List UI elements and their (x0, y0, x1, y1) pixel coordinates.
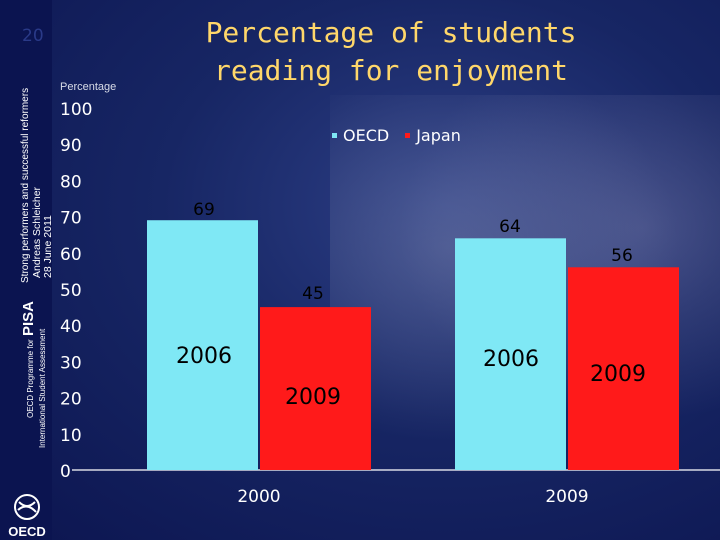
data-label: 64 (499, 217, 521, 237)
bar-japan-2009 (568, 267, 679, 470)
bar-japan-2000 (260, 307, 371, 470)
y-tick-label: 100 (60, 100, 92, 120)
title-line-1: Percentage of students (205, 16, 577, 49)
data-label: 45 (302, 284, 324, 304)
y-tick-label: 90 (60, 136, 82, 156)
legend-swatch-oecd (332, 133, 337, 138)
bar-annotation: 2009 (285, 385, 341, 410)
y-tick-label: 40 (60, 317, 82, 337)
bar-annotation: 2009 (590, 362, 646, 387)
data-label: 69 (193, 200, 215, 220)
y-tick-label: 0 (60, 462, 71, 482)
y-tick-label: 50 (60, 281, 82, 301)
bar-annotation: 2006 (483, 347, 539, 372)
bar-annotation: 2006 (176, 344, 232, 369)
y-tick-label: 80 (60, 172, 82, 192)
legend-swatch-japan (405, 133, 411, 138)
data-label: 56 (611, 246, 633, 266)
legend-item-oecd: OECD (332, 126, 389, 145)
chart-legend: OECD Japan (332, 126, 461, 145)
y-tick-label: 30 (60, 353, 82, 373)
logo-text: OECD (8, 524, 46, 539)
legend-item-japan: Japan (405, 126, 461, 145)
y-axis-label: Percentage (60, 81, 117, 93)
bar-oecd-2000 (147, 220, 258, 470)
y-tick-label: 10 (60, 426, 82, 446)
page-title: Percentage of students reading for enjoy… (196, 14, 586, 90)
legend-label-japan: Japan (416, 126, 461, 145)
legend-label-oecd: OECD (343, 126, 390, 145)
y-tick-label: 20 (60, 390, 82, 410)
left-sidebar (0, 0, 52, 540)
y-tick-label: 60 (60, 245, 82, 265)
bar-oecd-2009 (455, 238, 566, 470)
title-line-2: reading for enjoyment (213, 54, 568, 87)
oecd-logo: OECD (8, 494, 46, 539)
y-tick-label: 70 (60, 209, 82, 229)
x-tick-label: 2000 (237, 487, 280, 507)
x-tick-label: 2009 (545, 487, 588, 507)
slide-number: 20 (22, 26, 44, 46)
